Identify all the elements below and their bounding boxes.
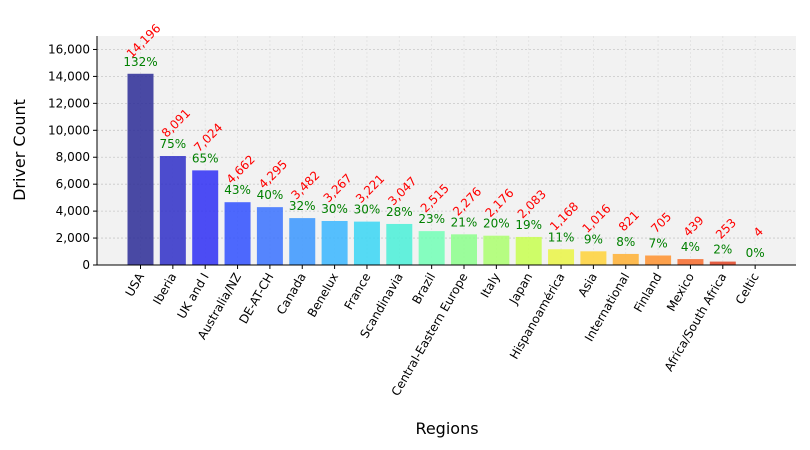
bars bbox=[127, 73, 769, 265]
y-tick-label: 8,000 bbox=[56, 150, 90, 164]
x-tick-label: Brazil bbox=[409, 271, 438, 307]
percent-label: 4% bbox=[681, 240, 700, 254]
x-tick-label: Celtic bbox=[733, 271, 762, 307]
bar-brazil bbox=[418, 231, 445, 265]
percent-label: 9% bbox=[584, 232, 603, 246]
percent-label: 32% bbox=[289, 199, 316, 213]
y-axis-title: Driver Count bbox=[10, 99, 29, 201]
bar-hispanoam-rica bbox=[548, 249, 575, 265]
bar-australia-nz bbox=[224, 202, 251, 265]
percent-label: 21% bbox=[451, 215, 478, 229]
y-tick-label: 2,000 bbox=[56, 231, 90, 245]
bar-africa-south-africa bbox=[709, 261, 736, 265]
x-tick-label: Italy bbox=[478, 270, 503, 300]
percent-label: 28% bbox=[386, 205, 413, 219]
bar-international bbox=[612, 253, 639, 265]
x-tick-label: Finland bbox=[631, 271, 665, 315]
bar-scandinavia bbox=[386, 223, 413, 265]
bar-france bbox=[353, 221, 380, 265]
percent-label: 30% bbox=[321, 202, 348, 216]
bar-de-at-ch bbox=[256, 207, 283, 265]
x-tick-label: USA bbox=[123, 270, 148, 299]
percent-label: 7% bbox=[649, 237, 668, 251]
y-tick-label: 10,000 bbox=[48, 123, 90, 137]
x-tick-label: Benelux bbox=[305, 271, 341, 320]
percent-label: 30% bbox=[354, 203, 381, 217]
bar-usa bbox=[127, 73, 154, 265]
percent-label: 0% bbox=[746, 246, 765, 260]
bar-finland bbox=[645, 255, 672, 265]
percent-label: 132% bbox=[123, 55, 157, 69]
bar-central-eastern-europe bbox=[451, 234, 477, 265]
x-tick-label: Asia bbox=[575, 271, 600, 300]
y-tick-label: 6,000 bbox=[56, 177, 90, 191]
bar-benelux bbox=[321, 220, 348, 265]
percent-label: 75% bbox=[160, 137, 187, 151]
bar-asia bbox=[580, 251, 607, 265]
bar-italy bbox=[483, 235, 510, 265]
y-tick-label: 0 bbox=[82, 258, 90, 272]
bar-iberia bbox=[159, 156, 186, 265]
y-tick-label: 12,000 bbox=[48, 96, 90, 110]
x-tick-label: Japan bbox=[506, 271, 535, 308]
percent-label: 43% bbox=[224, 183, 251, 197]
percent-label: 23% bbox=[418, 212, 445, 226]
percent-label: 2% bbox=[713, 243, 732, 257]
x-tick-label: Mexico bbox=[664, 271, 697, 314]
percent-label: 8% bbox=[616, 235, 635, 249]
percent-label: 11% bbox=[548, 230, 575, 244]
bar-japan bbox=[515, 236, 542, 265]
y-tick-label: 4,000 bbox=[56, 204, 90, 218]
y-tick-label: 14,000 bbox=[48, 69, 90, 83]
bar-uk-and-i bbox=[192, 170, 219, 265]
x-tick-label: Iberia bbox=[150, 271, 179, 308]
x-tick-label: France bbox=[341, 271, 373, 313]
x-tick-label: Canada bbox=[274, 271, 309, 318]
percent-label: 19% bbox=[515, 218, 542, 232]
y-tick-label: 16,000 bbox=[48, 42, 90, 56]
x-axis-title: Regions bbox=[415, 419, 478, 438]
percent-label: 65% bbox=[192, 151, 219, 165]
percent-label: 20% bbox=[483, 217, 510, 231]
bar-canada bbox=[289, 218, 316, 265]
bar-mexico bbox=[677, 259, 704, 265]
percent-label: 40% bbox=[257, 188, 284, 202]
x-tick-label: Africa/South Africa bbox=[662, 271, 730, 374]
